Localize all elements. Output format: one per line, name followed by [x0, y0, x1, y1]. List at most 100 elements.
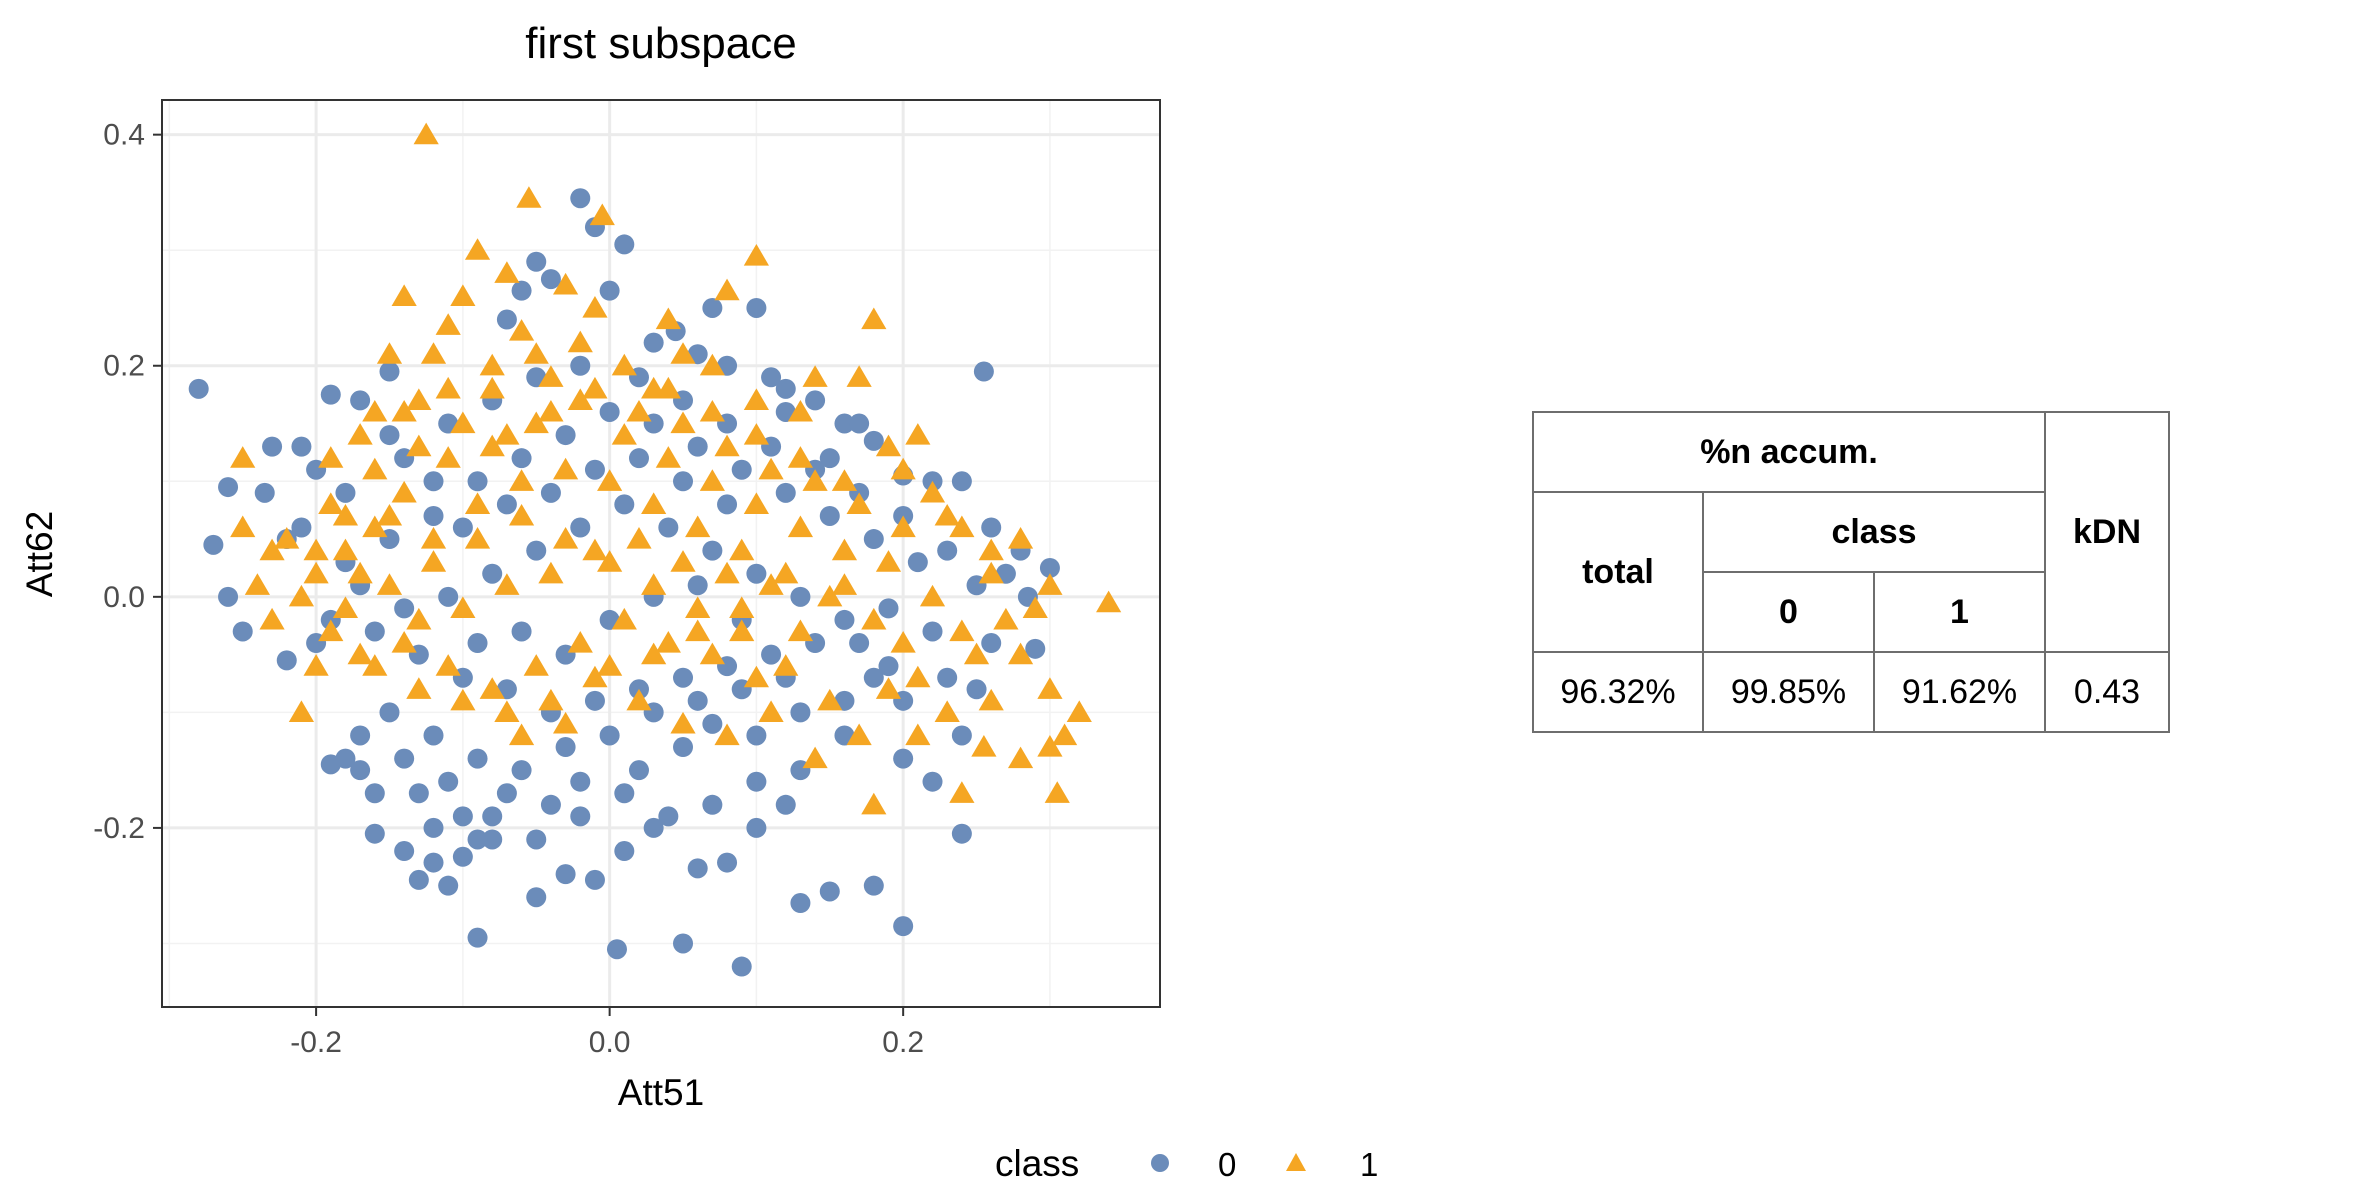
data-point-class-1: [523, 654, 549, 676]
data-point-class-1: [802, 469, 828, 491]
data-point-class-1: [244, 573, 270, 595]
data-point-class-1: [743, 243, 769, 266]
data-point-class-1: [787, 515, 814, 538]
data-point-class-1: [714, 434, 740, 457]
data-point-class-1: [641, 573, 667, 595]
data-point-class-1: [479, 677, 505, 699]
legend-title: class: [995, 1143, 1079, 1181]
data-point-class-0: [658, 517, 679, 538]
data-point-class-1: [318, 446, 344, 468]
data-point-class-1: [758, 457, 784, 480]
data-point-class-1: [890, 457, 916, 480]
data-point-class-0: [350, 390, 371, 411]
data-point-class-0: [834, 413, 855, 434]
data-point-class-0: [423, 817, 444, 838]
data-point-class-0: [496, 783, 517, 804]
data-point-class-1: [699, 353, 725, 376]
data-point-class-1: [978, 538, 1004, 561]
data-point-class-0: [937, 667, 958, 688]
chart-title: first subspace: [525, 19, 796, 68]
data-point-class-1: [259, 607, 285, 630]
data-point-class-1: [597, 550, 623, 572]
data-point-class-1: [376, 503, 403, 526]
data-point-class-0: [438, 586, 459, 607]
data-point-class-1: [464, 238, 491, 260]
data-point-class-0: [702, 297, 723, 318]
data-point-class-1: [699, 399, 725, 422]
data-point-class-1: [582, 538, 608, 561]
data-point-class-1: [655, 307, 681, 330]
data-point-class-0: [614, 234, 635, 255]
data-point-class-1: [435, 376, 461, 399]
data-point-class-1: [553, 457, 579, 480]
data-point-class-1: [303, 538, 329, 561]
data-point-class-1: [758, 573, 784, 595]
data-point-class-1: [817, 688, 843, 711]
data-point-class-0: [951, 725, 972, 746]
data-point-class-1: [450, 284, 476, 307]
data-point-class-0: [511, 280, 532, 301]
data-point-class-0: [973, 361, 994, 382]
data-point-class-0: [790, 586, 811, 607]
data-point-class-0: [599, 725, 620, 746]
cell-kdn: 0.43: [2044, 651, 2170, 733]
data-point-class-1: [611, 607, 637, 630]
data-point-class-1: [523, 411, 549, 434]
data-point-class-0: [775, 482, 796, 503]
data-point-class-1: [641, 492, 667, 514]
data-point-class-0: [394, 598, 415, 619]
data-point-class-1: [450, 596, 476, 618]
data-point-class-0: [379, 361, 400, 382]
data-point-class-1: [611, 423, 637, 445]
data-point-class-1: [435, 446, 461, 468]
data-point-class-0: [981, 517, 1002, 538]
data-point-class-1: [963, 642, 990, 665]
data-point-class-0: [423, 471, 444, 492]
data-point-class-0: [467, 471, 488, 492]
data-point-class-1: [494, 261, 520, 283]
data-point-class-0: [452, 517, 473, 538]
x-tick-label: 0.0: [589, 1026, 631, 1059]
header-n-accum: %n accum.: [1532, 411, 2046, 493]
data-point-class-0: [673, 933, 694, 954]
data-point-class-0: [467, 633, 488, 654]
data-point-class-1: [641, 642, 667, 665]
data-point-class-1: [978, 688, 1004, 711]
data-point-class-0: [761, 644, 782, 665]
y-tick-label: 0.4: [103, 119, 145, 152]
data-point-class-0: [218, 586, 239, 607]
data-point-class-0: [878, 656, 899, 677]
data-point-class-1: [699, 469, 725, 491]
data-point-class-1: [787, 619, 814, 642]
data-point-class-1: [553, 527, 579, 549]
data-point-class-0: [570, 188, 591, 209]
data-point-class-1: [494, 423, 520, 445]
data-point-class-0: [951, 823, 972, 844]
data-point-class-1: [450, 411, 476, 434]
cell-class-1: 91.62%: [1873, 651, 2046, 733]
data-point-class-0: [511, 760, 532, 781]
data-point-class-1: [376, 342, 403, 364]
data-point-class-1: [523, 342, 549, 364]
data-point-class-1: [567, 388, 593, 411]
data-point-class-0: [746, 297, 767, 318]
data-point-class-0: [687, 436, 708, 457]
data-point-class-0: [350, 760, 371, 781]
data-point-class-1: [773, 561, 799, 584]
data-point-class-0: [423, 852, 444, 873]
data-point-class-1: [464, 492, 491, 514]
legend-label-class-0: 0: [1218, 1146, 1236, 1181]
data-point-class-1: [413, 122, 439, 145]
data-point-class-1: [655, 376, 681, 399]
data-point-class-1: [1007, 642, 1034, 665]
data-point-class-0: [702, 794, 723, 815]
data-point-class-1: [817, 584, 843, 607]
data-point-class-0: [731, 459, 752, 480]
data-point-class-0: [893, 748, 914, 769]
data-point-class-1: [597, 469, 623, 491]
data-point-class-0: [614, 783, 635, 804]
data-point-class-0: [687, 690, 708, 711]
data-point-class-0: [702, 713, 723, 734]
data-point-class-1: [230, 446, 256, 468]
data-point-class-0: [555, 425, 576, 446]
